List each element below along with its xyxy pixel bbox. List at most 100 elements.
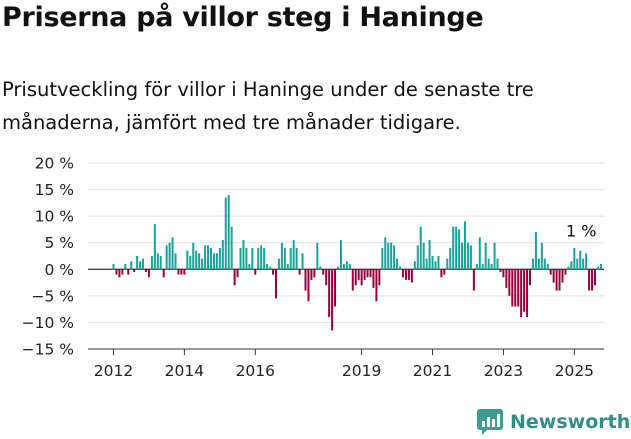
bar xyxy=(183,269,186,275)
bar xyxy=(334,269,337,307)
bar xyxy=(431,256,434,270)
bar xyxy=(251,248,254,270)
bar xyxy=(165,245,168,270)
bar xyxy=(357,269,360,280)
bar xyxy=(245,248,248,270)
bar xyxy=(345,261,348,270)
bar xyxy=(274,269,277,299)
bar xyxy=(348,263,351,270)
y-tick-label: 5 % xyxy=(44,234,74,252)
bar xyxy=(543,258,546,270)
bar xyxy=(230,226,233,270)
bar xyxy=(372,269,375,288)
bar xyxy=(555,269,558,291)
bar xyxy=(481,263,484,270)
bar xyxy=(331,269,334,331)
bar xyxy=(204,245,207,270)
bar xyxy=(552,269,555,283)
bar xyxy=(413,261,416,270)
bar xyxy=(277,258,280,270)
bar xyxy=(124,263,127,270)
x-tick-label: 2025 xyxy=(555,362,594,380)
bar xyxy=(472,269,475,291)
bar xyxy=(201,258,204,270)
bar xyxy=(195,250,198,270)
bar xyxy=(354,269,357,286)
bar xyxy=(407,269,410,280)
bar xyxy=(475,263,478,270)
bar xyxy=(363,269,366,280)
bar xyxy=(401,269,404,278)
bar xyxy=(449,248,452,270)
x-tick-label: 2012 xyxy=(94,362,133,380)
bar xyxy=(289,248,292,270)
bar xyxy=(328,269,331,318)
bar xyxy=(387,242,390,270)
bar xyxy=(307,269,310,302)
bar xyxy=(561,269,564,283)
bar xyxy=(218,248,221,270)
bar xyxy=(585,253,588,270)
bar xyxy=(517,269,520,307)
x-tick-label: 2014 xyxy=(165,362,204,380)
y-tick-label: −10 % xyxy=(22,314,74,332)
bar xyxy=(484,242,487,270)
bar xyxy=(591,269,594,291)
bar xyxy=(378,269,381,286)
bar xyxy=(233,269,236,286)
bar xyxy=(529,269,532,286)
bar xyxy=(159,256,162,270)
bar xyxy=(337,266,340,270)
bar xyxy=(573,248,576,270)
bar xyxy=(410,269,413,283)
bar xyxy=(260,245,263,270)
bar xyxy=(224,197,227,270)
bar xyxy=(272,269,275,275)
y-axis-tick-labels: 20 % 15 % 10 % 5 % 0 % −5 % −10 % −15 % xyxy=(22,155,74,359)
bar xyxy=(351,269,354,291)
bar xyxy=(186,250,189,270)
bar xyxy=(133,269,136,272)
bar xyxy=(461,242,464,270)
bar xyxy=(130,261,133,270)
bar xyxy=(499,269,502,272)
bar xyxy=(582,258,585,270)
bar xyxy=(437,256,440,270)
bar xyxy=(118,269,121,278)
y-tick-label: −15 % xyxy=(22,341,74,359)
bar xyxy=(546,263,549,270)
bar xyxy=(192,242,195,270)
bar xyxy=(579,250,582,270)
bar xyxy=(520,269,523,318)
bar xyxy=(121,269,124,275)
bar xyxy=(422,242,425,270)
bar xyxy=(198,253,201,270)
bar xyxy=(570,261,573,270)
bar xyxy=(594,269,597,286)
bar xyxy=(493,242,496,270)
bar xyxy=(393,245,396,270)
bar xyxy=(514,269,517,307)
bar xyxy=(322,269,325,275)
bar xyxy=(523,269,526,312)
bar xyxy=(316,242,319,270)
bars xyxy=(112,194,602,331)
y-tick-label: 0 % xyxy=(44,261,74,279)
bar xyxy=(139,261,142,270)
bar xyxy=(537,258,540,270)
gridlines xyxy=(88,162,604,350)
bar xyxy=(168,242,171,270)
bar xyxy=(596,266,599,270)
bar xyxy=(511,269,514,307)
x-tick-label: 2016 xyxy=(236,362,275,380)
bar xyxy=(434,261,437,270)
bar xyxy=(369,269,372,278)
bar xyxy=(399,266,402,270)
y-tick-label: 10 % xyxy=(35,208,74,226)
bar xyxy=(298,269,301,275)
bar xyxy=(390,242,393,270)
bar xyxy=(567,266,570,270)
bar xyxy=(304,269,307,291)
bar xyxy=(162,269,165,278)
chart-title: Priserna på villor steg i Haninge xyxy=(2,2,484,33)
